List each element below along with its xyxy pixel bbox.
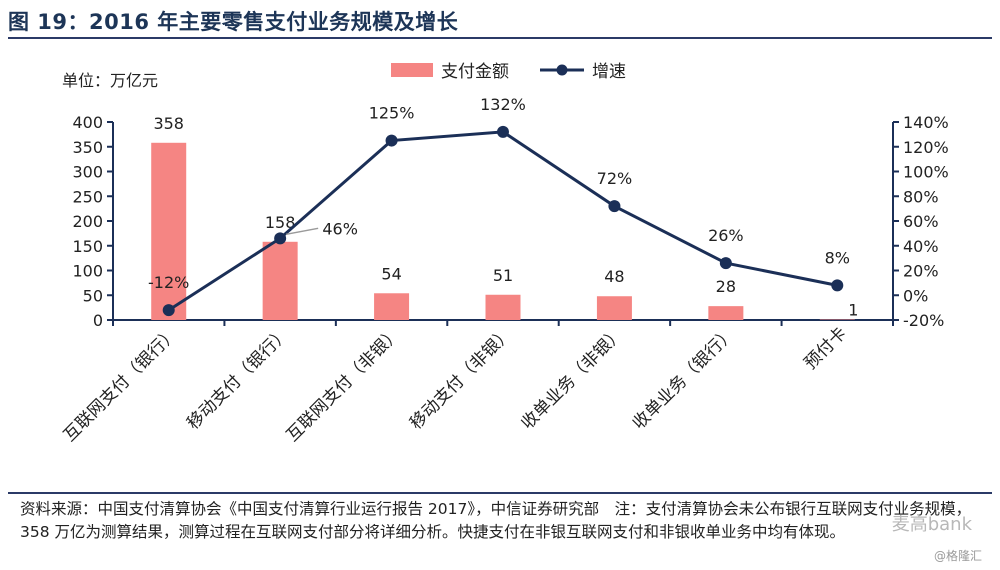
- right-tick-label: 60%: [903, 212, 939, 231]
- growth-value-label: 125%: [369, 104, 415, 123]
- right-tick-label: 80%: [903, 187, 939, 206]
- right-tick-label: 40%: [903, 237, 939, 256]
- growth-point-4: [608, 200, 621, 213]
- right-tick-label: 20%: [903, 262, 939, 281]
- growth-value-label: 46%: [322, 219, 358, 238]
- right-tick-label: 120%: [903, 138, 949, 157]
- category-label: 收单业务（非银）: [518, 323, 628, 433]
- left-tick-label: 250: [72, 187, 103, 206]
- legend-line-marker: [556, 64, 568, 76]
- left-tick-label: 400: [72, 113, 103, 132]
- left-tick-label: 200: [72, 212, 103, 231]
- bar-value-label: 28: [716, 277, 736, 296]
- legend-bar-label: 支付金额: [441, 62, 509, 82]
- legend-line-label: 增速: [592, 62, 626, 82]
- legend-bar-swatch: [391, 63, 433, 77]
- bar-2: [374, 293, 410, 320]
- growth-point-2: [385, 134, 398, 147]
- payment-scale-chart: 单位：万亿元 支付金额 增速400350300250200150100500140%…: [60, 62, 949, 446]
- category-label: 预付卡: [801, 323, 851, 373]
- growth-value-label: 132%: [480, 95, 526, 114]
- bar-5: [708, 306, 744, 320]
- title-divider: [8, 37, 992, 39]
- category-label: 收单业务（银行）: [629, 323, 739, 433]
- right-tick-label: 100%: [903, 163, 949, 182]
- growth-point-1: [274, 232, 287, 245]
- bar-value-label: 1: [848, 301, 858, 320]
- figure-title: 图 19：2016 年主要零售支付业务规模及增长: [8, 10, 459, 34]
- growth-value-label: 8%: [825, 248, 850, 267]
- growth-point-0: [162, 304, 175, 317]
- bar-0: [151, 142, 187, 320]
- growth-point-3: [497, 125, 509, 138]
- category-label: 移动支付（银行）: [183, 323, 293, 433]
- callout-line: [286, 227, 319, 236]
- bar-value-label: 51: [493, 266, 513, 285]
- source-note: 资料来源：中国支付清算协会《中国支付清算行业运行报告 2017》，中信证券研究部…: [20, 500, 972, 541]
- left-tick-label: 100: [72, 262, 103, 281]
- category-label: 移动支付（非银）: [406, 323, 516, 433]
- bar-1: [262, 241, 298, 320]
- bar-3: [485, 294, 521, 320]
- watermark: 麦高bank: [891, 514, 972, 535]
- bar-value-label: 358: [153, 114, 184, 133]
- growth-value-label: 26%: [708, 226, 744, 245]
- right-tick-label: 0%: [903, 286, 928, 305]
- unit-label: 单位：万亿元: [62, 71, 158, 90]
- growth-value-label: -12%: [148, 273, 189, 292]
- growth-point-5: [719, 257, 732, 270]
- growth-value-label: 72%: [597, 169, 633, 188]
- right-tick-label: 140%: [903, 113, 949, 132]
- left-tick-label: 300: [72, 163, 103, 182]
- growth-point-6: [831, 279, 844, 292]
- bar-value-label: 54: [381, 264, 401, 283]
- left-tick-label: 50: [83, 286, 103, 305]
- category-label: 互联网支付（银行）: [60, 323, 182, 445]
- watermark-sub: @格隆汇: [933, 549, 982, 563]
- category-label: 互联网支付（非银）: [283, 323, 405, 445]
- left-tick-label: 0: [93, 311, 103, 330]
- left-tick-label: 350: [72, 138, 103, 157]
- right-tick-label: -20%: [903, 311, 944, 330]
- bar-value-label: 48: [604, 267, 624, 286]
- footer-divider: [8, 492, 992, 494]
- left-tick-label: 150: [72, 237, 103, 256]
- bar-4: [596, 296, 632, 320]
- bar-value-label: 158: [265, 213, 296, 232]
